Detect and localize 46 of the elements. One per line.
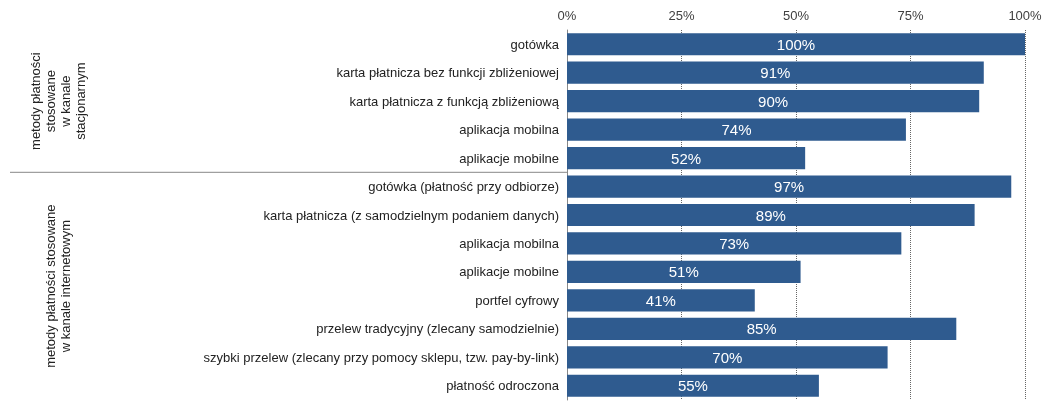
bar bbox=[567, 289, 755, 312]
data-label: 91% bbox=[760, 64, 791, 82]
data-label: 74% bbox=[721, 121, 752, 139]
bar bbox=[567, 61, 984, 84]
bar bbox=[567, 260, 801, 284]
bar bbox=[567, 317, 957, 340]
data-label: 55% bbox=[677, 377, 708, 395]
bar bbox=[567, 203, 975, 227]
y-tick-label: karta płatnicza bez funkcji zbliżeniowej bbox=[336, 65, 560, 81]
x-tick-label: 100% bbox=[1008, 8, 1043, 23]
x-tick-label: 0% bbox=[557, 8, 577, 23]
bar bbox=[567, 175, 1012, 198]
data-label: 85% bbox=[746, 320, 777, 338]
bar bbox=[567, 374, 819, 397]
bar bbox=[567, 232, 902, 255]
x-tick-label: 25% bbox=[668, 8, 695, 23]
x-tick-label: 75% bbox=[897, 8, 924, 23]
y-tick-label: karta płatnicza (z samodzielnym podaniem danych) bbox=[263, 207, 559, 223]
text: metody płatności stosowane w kanale stacjonarnym bbox=[28, 52, 88, 150]
data-label: 52% bbox=[671, 149, 702, 167]
bar bbox=[567, 346, 888, 369]
data-label: 90% bbox=[758, 92, 789, 110]
bar bbox=[567, 146, 806, 170]
y-tick-label: gotówka (płatność przy odbiorze) bbox=[368, 179, 559, 195]
y-tick-label: szybki przelew (zlecany przy pomocy sklepu, tzw. pay-by-link) bbox=[203, 349, 559, 365]
y-tick-label: gotówka bbox=[510, 36, 560, 52]
bar bbox=[567, 33, 1025, 56]
data-label: 100% bbox=[776, 35, 816, 53]
data-label: 73% bbox=[719, 234, 750, 252]
y-tick-label: aplikacje mobilne bbox=[459, 150, 559, 166]
data-label: 89% bbox=[755, 206, 786, 224]
y-tick-label: portfel cyfrowy bbox=[475, 292, 560, 308]
x-tick-label: 50% bbox=[782, 8, 810, 23]
data-label: 97% bbox=[774, 178, 805, 196]
y-tick-label: aplikacje mobilne bbox=[459, 264, 559, 280]
data-label: 51% bbox=[668, 263, 699, 281]
text: metody płatności stosowane w kanale internetowym bbox=[43, 204, 73, 368]
bar bbox=[567, 90, 980, 113]
y-tick-label: płatność odroczona bbox=[446, 378, 560, 394]
y-tick-label: aplikacja mobilna bbox=[459, 235, 560, 251]
bar bbox=[567, 118, 906, 141]
y-tick-label: przelew tradycyjny (zlecany samodzielnie) bbox=[316, 321, 559, 337]
data-label: 41% bbox=[645, 291, 676, 309]
y-tick-label: karta płatnicza z funkcją zbliżeniową bbox=[349, 93, 560, 109]
y-tick-label: aplikacja mobilna bbox=[459, 122, 560, 138]
data-label: 70% bbox=[712, 348, 743, 366]
